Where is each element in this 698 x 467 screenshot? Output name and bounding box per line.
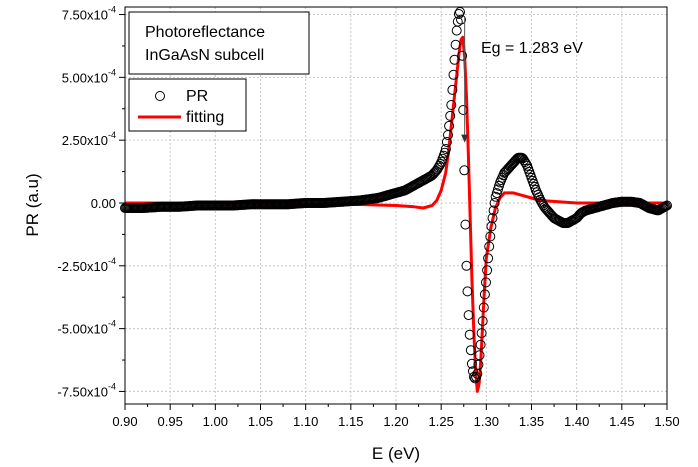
fitting-line	[125, 35, 667, 393]
pr-marker	[461, 260, 472, 271]
pr-marker	[482, 265, 493, 276]
y-tick-label: 2.50x10-4	[62, 130, 116, 148]
annotation-frame	[128, 11, 310, 75]
legend-fitting-label: fitting	[186, 109, 224, 126]
pr-marker	[440, 144, 451, 154]
pr-marker	[464, 329, 475, 340]
x-tick-label: 1.25	[429, 414, 454, 429]
pr-marker	[474, 350, 485, 361]
pr-marker	[487, 213, 498, 224]
pr-marker	[478, 302, 489, 313]
pr-marker	[479, 289, 490, 300]
y-tick-label: 7.50x10-4	[62, 5, 116, 23]
x-tick-label: 1.45	[609, 414, 634, 429]
pr-marker	[489, 198, 500, 208]
x-tick-label: 1.15	[338, 414, 363, 429]
legend-pr-label: PR	[186, 88, 208, 105]
pr-marker	[451, 25, 462, 36]
eg-arrow-head	[461, 134, 469, 143]
x-tick-label: 1.35	[519, 414, 544, 429]
pr-marker	[456, 14, 466, 25]
y-tick-label: -7.50x10-4	[57, 381, 116, 399]
x-tick-label: 1.50	[654, 414, 679, 429]
pr-marker	[481, 277, 491, 288]
pr-marker	[659, 201, 670, 212]
pr-marker	[490, 191, 501, 202]
x-axis-title: E (eV)	[372, 444, 420, 463]
pr-marker	[475, 339, 486, 350]
pr-marker	[445, 110, 456, 121]
pr-marker	[477, 316, 488, 327]
pr-marker	[466, 358, 477, 369]
x-tick-label: 0.95	[158, 414, 183, 429]
x-tick-label: 1.10	[293, 414, 318, 429]
y-tick-label: -2.50x10-4	[57, 256, 116, 274]
pr-marker	[459, 165, 470, 176]
eg-label: Eg = 1.283 eV	[481, 40, 583, 57]
legend: PR fitting	[128, 78, 247, 132]
eg-annotation: Eg = 1.283 eV	[461, 17, 583, 143]
pr-marker	[449, 54, 460, 65]
x-tick-label: 1.30	[474, 414, 499, 429]
pr-marker	[469, 371, 479, 382]
pr-marker	[470, 373, 481, 384]
axis-ticks: 0.90 0.95 1.00 1.05 1.10 1.15 1.20 1.25 1.30 1.35…	[57, 5, 679, 429]
x-tick-label: 1.00	[203, 414, 228, 429]
legend-frame	[128, 78, 247, 132]
pr-marker	[448, 69, 459, 80]
x-tick-label: 1.20	[383, 414, 408, 429]
pr-marker	[460, 219, 471, 230]
annotation-line-2: InGaAsN subcell	[145, 47, 264, 64]
pr-marker	[450, 39, 461, 50]
pr-marker	[660, 201, 671, 212]
pr-marker	[483, 253, 494, 264]
pr-marker	[465, 345, 476, 356]
x-tick-label: 1.40	[564, 414, 589, 429]
pr-marker	[457, 50, 468, 61]
pr-marker	[488, 205, 499, 216]
pr-marker	[473, 359, 484, 370]
pr-marker	[435, 159, 446, 169]
pr-marker	[458, 105, 469, 115]
pr-marker	[452, 16, 463, 27]
pr-marker	[453, 9, 464, 19]
pr-marker	[447, 84, 458, 95]
pr-marker	[439, 147, 450, 158]
pr-marker	[484, 241, 495, 252]
pr-marker	[441, 137, 452, 147]
fitting-series	[125, 35, 667, 393]
y-tick-label: -5.00x10-4	[57, 319, 116, 337]
y-tick-label: 0.00	[91, 196, 116, 211]
annotation-box: Photoreflectance InGaAsN subcell	[128, 11, 310, 75]
pr-marker	[444, 120, 455, 131]
x-tick-label: 0.90	[112, 414, 137, 429]
pr-marker	[462, 286, 473, 297]
pr-marker	[486, 221, 497, 232]
pr-marker	[485, 231, 496, 242]
pr-marker	[446, 100, 457, 110]
pr-marker	[463, 310, 474, 321]
pr-marker	[476, 328, 487, 339]
y-tick-label: 5.00x10-4	[62, 67, 116, 85]
x-tick-label: 1.05	[248, 414, 273, 429]
legend-pr-marker	[155, 91, 165, 101]
y-axis-title: PR (a.u)	[23, 173, 42, 236]
annotation-line-1: Photoreflectance	[145, 24, 265, 41]
